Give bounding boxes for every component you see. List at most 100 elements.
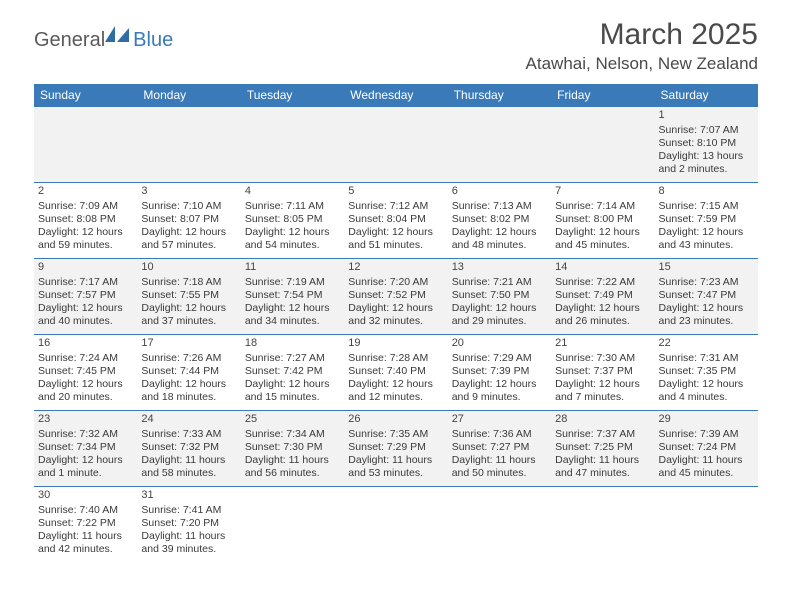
calendar-cell: 19Sunrise: 7:28 AMSunset: 7:40 PMDayligh… [344,335,447,411]
sunset-text: Sunset: 8:00 PM [555,213,650,226]
calendar-cell: 31Sunrise: 7:41 AMSunset: 7:20 PMDayligh… [137,487,240,563]
sunrise-text: Sunrise: 7:17 AM [38,276,133,289]
daylight-text: and 58 minutes. [141,467,236,480]
daylight-text: Daylight: 11 hours [452,454,547,467]
day-number: 20 [452,337,547,351]
daylight-text: and 39 minutes. [141,543,236,556]
sunset-text: Sunset: 7:37 PM [555,365,650,378]
daylight-text: Daylight: 12 hours [659,302,754,315]
daylight-text: and 57 minutes. [141,239,236,252]
daylight-text: and 54 minutes. [245,239,340,252]
daylight-text: and 56 minutes. [245,467,340,480]
sunrise-text: Sunrise: 7:30 AM [555,352,650,365]
sunset-text: Sunset: 7:50 PM [452,289,547,302]
sunrise-text: Sunrise: 7:41 AM [141,504,236,517]
daylight-text: and 4 minutes. [659,391,754,404]
logo-text-2: Blue [133,29,173,52]
sunrise-text: Sunrise: 7:18 AM [141,276,236,289]
calendar-week: 16Sunrise: 7:24 AMSunset: 7:45 PMDayligh… [34,335,758,411]
calendar-body: 1Sunrise: 7:07 AMSunset: 8:10 PMDaylight… [34,107,758,563]
daylight-text: and 2 minutes. [659,163,754,176]
daylight-text: and 50 minutes. [452,467,547,480]
day-number: 17 [141,337,236,351]
daylight-text: and 15 minutes. [245,391,340,404]
sunset-text: Sunset: 7:54 PM [245,289,340,302]
day-number: 12 [348,261,443,275]
sunrise-text: Sunrise: 7:26 AM [141,352,236,365]
day-number: 18 [245,337,340,351]
daylight-text: Daylight: 11 hours [555,454,650,467]
daylight-text: Daylight: 11 hours [348,454,443,467]
day-number: 7 [555,185,650,199]
sunrise-text: Sunrise: 7:34 AM [245,428,340,441]
daylight-text: Daylight: 12 hours [141,226,236,239]
calendar-cell [344,487,447,563]
sunrise-text: Sunrise: 7:28 AM [348,352,443,365]
calendar-cell: 27Sunrise: 7:36 AMSunset: 7:27 PMDayligh… [448,411,551,487]
calendar-cell: 16Sunrise: 7:24 AMSunset: 7:45 PMDayligh… [34,335,137,411]
daylight-text: and 20 minutes. [38,391,133,404]
day-header: Sunday [34,84,137,107]
day-header: Friday [551,84,654,107]
daylight-text: and 26 minutes. [555,315,650,328]
day-number: 8 [659,185,754,199]
daylight-text: Daylight: 12 hours [555,226,650,239]
sunrise-text: Sunrise: 7:39 AM [659,428,754,441]
daylight-text: Daylight: 12 hours [141,302,236,315]
day-number: 29 [659,413,754,427]
calendar-cell: 23Sunrise: 7:32 AMSunset: 7:34 PMDayligh… [34,411,137,487]
calendar-week: 2Sunrise: 7:09 AMSunset: 8:08 PMDaylight… [34,183,758,259]
daylight-text: Daylight: 12 hours [659,226,754,239]
daylight-text: and 7 minutes. [555,391,650,404]
sunrise-text: Sunrise: 7:35 AM [348,428,443,441]
day-number: 3 [141,185,236,199]
calendar-cell: 7Sunrise: 7:14 AMSunset: 8:00 PMDaylight… [551,183,654,259]
daylight-text: Daylight: 11 hours [141,454,236,467]
title-block: March 2025 Atawhai, Nelson, New Zealand [526,18,758,74]
day-number: 6 [452,185,547,199]
daylight-text: and 34 minutes. [245,315,340,328]
sunrise-text: Sunrise: 7:12 AM [348,200,443,213]
calendar-cell [448,107,551,183]
sunrise-text: Sunrise: 7:27 AM [245,352,340,365]
calendar-cell [34,107,137,183]
sunset-text: Sunset: 7:24 PM [659,441,754,454]
day-number: 4 [245,185,340,199]
daylight-text: and 23 minutes. [659,315,754,328]
sunset-text: Sunset: 7:57 PM [38,289,133,302]
daylight-text: and 42 minutes. [38,543,133,556]
sunset-text: Sunset: 7:20 PM [141,517,236,530]
sunrise-text: Sunrise: 7:22 AM [555,276,650,289]
daylight-text: Daylight: 12 hours [452,302,547,315]
sunset-text: Sunset: 7:59 PM [659,213,754,226]
sunrise-text: Sunrise: 7:36 AM [452,428,547,441]
daylight-text: and 51 minutes. [348,239,443,252]
daylight-text: Daylight: 12 hours [245,378,340,391]
day-number: 16 [38,337,133,351]
day-header-row: Sunday Monday Tuesday Wednesday Thursday… [34,84,758,107]
day-number: 9 [38,261,133,275]
sunset-text: Sunset: 7:22 PM [38,517,133,530]
sunset-text: Sunset: 7:47 PM [659,289,754,302]
calendar-cell: 14Sunrise: 7:22 AMSunset: 7:49 PMDayligh… [551,259,654,335]
daylight-text: Daylight: 12 hours [38,454,133,467]
day-number: 15 [659,261,754,275]
day-number: 24 [141,413,236,427]
sunset-text: Sunset: 7:32 PM [141,441,236,454]
sunrise-text: Sunrise: 7:24 AM [38,352,133,365]
calendar-cell: 21Sunrise: 7:30 AMSunset: 7:37 PMDayligh… [551,335,654,411]
sunrise-text: Sunrise: 7:32 AM [38,428,133,441]
daylight-text: Daylight: 12 hours [38,378,133,391]
day-number: 31 [141,489,236,503]
daylight-text: and 40 minutes. [38,315,133,328]
sunrise-text: Sunrise: 7:31 AM [659,352,754,365]
calendar-cell: 15Sunrise: 7:23 AMSunset: 7:47 PMDayligh… [655,259,758,335]
calendar-cell [655,487,758,563]
sunset-text: Sunset: 7:35 PM [659,365,754,378]
sunset-text: Sunset: 7:45 PM [38,365,133,378]
daylight-text: Daylight: 12 hours [555,302,650,315]
calendar-cell: 10Sunrise: 7:18 AMSunset: 7:55 PMDayligh… [137,259,240,335]
calendar-cell: 8Sunrise: 7:15 AMSunset: 7:59 PMDaylight… [655,183,758,259]
sunset-text: Sunset: 7:40 PM [348,365,443,378]
daylight-text: Daylight: 12 hours [141,378,236,391]
